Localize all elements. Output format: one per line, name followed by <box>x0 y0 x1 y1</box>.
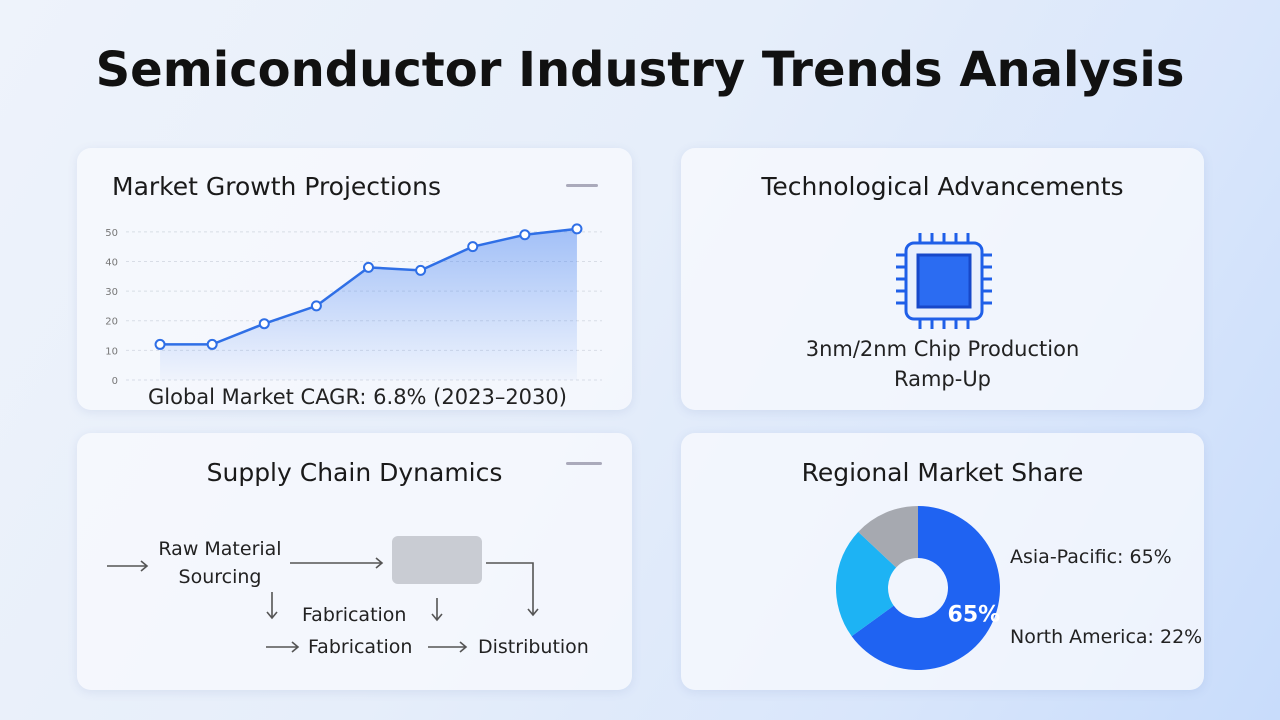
y-tick-label: 0 <box>112 376 118 387</box>
step-label: Fabrication <box>302 604 407 626</box>
point <box>415 264 427 276</box>
y-tick-label: 50 <box>105 228 118 239</box>
panel-title: Market Growth Projections <box>112 172 441 201</box>
process-box <box>392 536 482 584</box>
pie-slice <box>836 531 897 637</box>
step-label: Raw Material Sourcing <box>158 538 282 588</box>
value-label: 65% <box>948 602 1001 627</box>
point <box>467 241 479 253</box>
y-tick-label: 20 <box>105 317 118 328</box>
point <box>258 318 270 330</box>
flow-arrows <box>107 557 539 653</box>
panel-title: Supply Chain Dynamics <box>206 458 503 487</box>
area <box>160 228 577 380</box>
pie-annotation: North America: 22% <box>1010 626 1203 648</box>
step-label: Fabrication <box>308 636 413 658</box>
menu-dots <box>566 184 602 465</box>
panel-title: Technological Advancements <box>761 172 1124 201</box>
pie-annotation: Asia-Pacific: 65% <box>1010 546 1172 568</box>
point <box>206 338 218 350</box>
point <box>571 223 583 235</box>
y-tick-label: 30 <box>105 287 118 298</box>
pie-slice <box>851 506 1000 671</box>
y-tick-label: 10 <box>105 346 118 357</box>
chip-icon <box>896 233 992 329</box>
panel-title: Regional Market Share <box>801 458 1084 487</box>
panel <box>77 433 632 690</box>
point <box>154 338 166 350</box>
point <box>519 229 531 241</box>
pie-slice <box>858 506 918 568</box>
point <box>310 300 322 312</box>
page-title: Semiconductor Industry Trends Analysis <box>95 42 1185 98</box>
point <box>363 261 374 273</box>
tech-caption: 3nm/2nm Chip Production Ramp-Up <box>805 337 1080 391</box>
chart-caption: Global Market CAGR: 6.8% (2023–2030) <box>148 385 567 409</box>
step-label: Distribution <box>478 636 589 658</box>
y-tick-label: 40 <box>105 257 118 268</box>
